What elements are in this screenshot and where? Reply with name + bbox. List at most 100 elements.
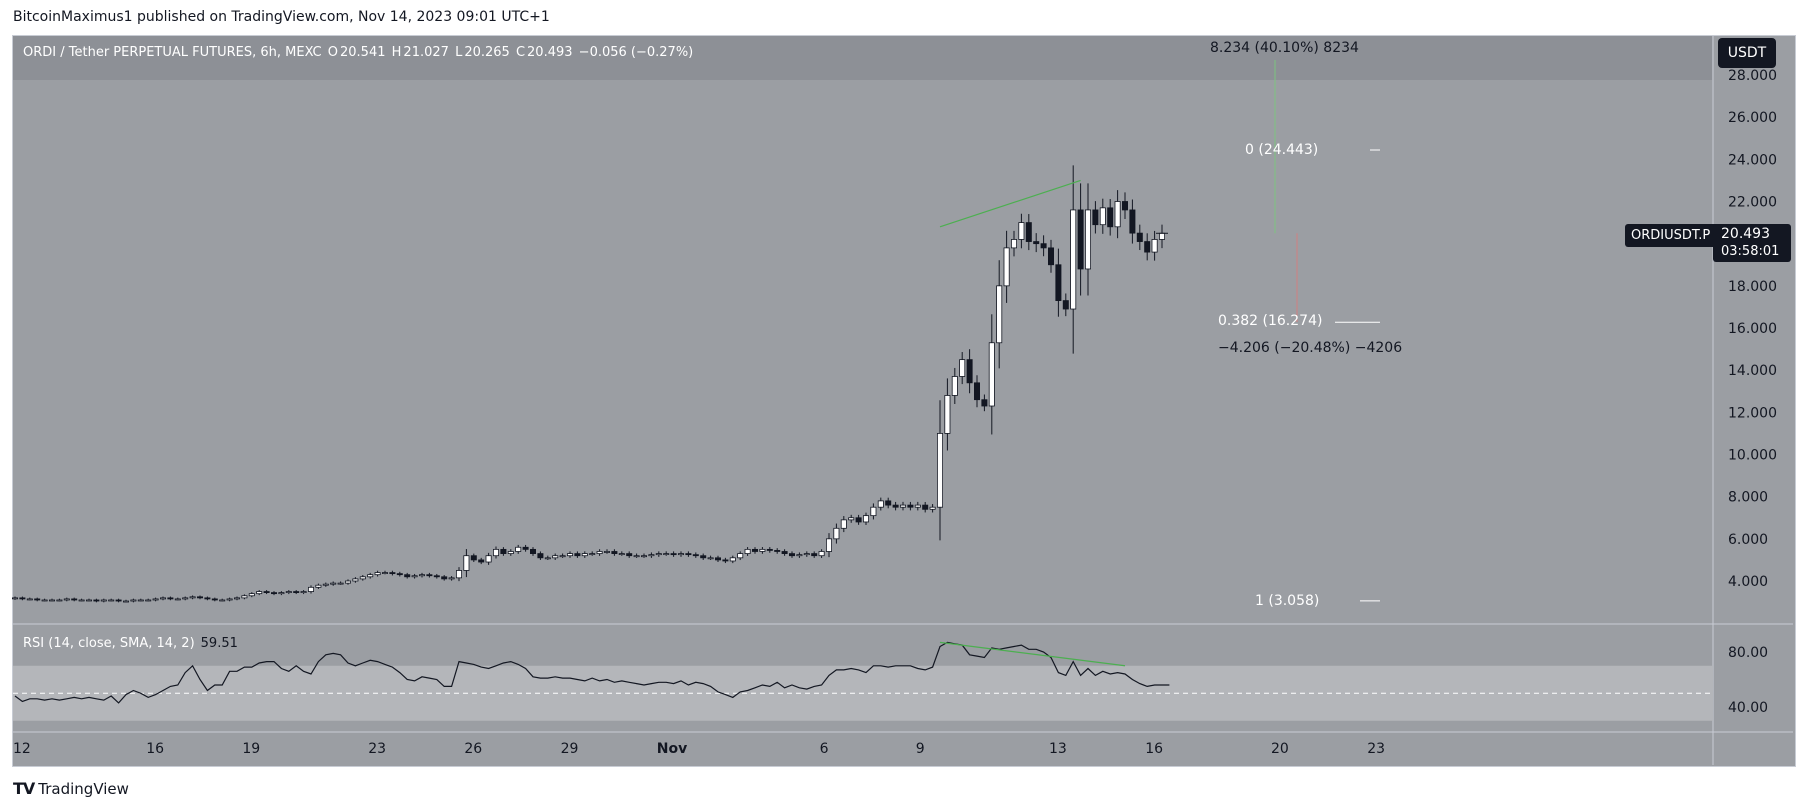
candle bbox=[885, 500, 892, 506]
time-tick-label: 16 bbox=[1145, 741, 1163, 757]
rsi-value: 59.51 bbox=[200, 636, 238, 651]
candle bbox=[1040, 243, 1047, 249]
candle bbox=[833, 527, 840, 540]
candle bbox=[1114, 201, 1121, 228]
low-label: L bbox=[455, 45, 463, 60]
candle bbox=[744, 548, 751, 554]
measure-down-label: −4.206 (−20.48%) −4206 bbox=[1218, 340, 1403, 356]
candle bbox=[19, 597, 26, 600]
candle bbox=[300, 591, 307, 593]
rsi-tick-label: 40.00 bbox=[1728, 700, 1768, 716]
time-tick-label: 12 bbox=[13, 741, 31, 757]
candle bbox=[411, 575, 418, 578]
candle bbox=[418, 574, 425, 577]
candle bbox=[803, 553, 810, 556]
candle bbox=[752, 548, 759, 552]
close-value: 20.493 bbox=[527, 45, 573, 60]
candle bbox=[692, 554, 699, 557]
candle bbox=[315, 584, 322, 588]
symbol-legend: ORDI / Tether PERPETUAL FUTURES, 6h, MEX… bbox=[23, 45, 695, 60]
candle bbox=[530, 548, 537, 554]
candle bbox=[1011, 239, 1018, 249]
candle bbox=[900, 504, 907, 508]
candle bbox=[1122, 201, 1129, 211]
candle bbox=[233, 597, 240, 600]
candle bbox=[196, 596, 203, 599]
candle bbox=[722, 559, 729, 562]
time-tick-label: 9 bbox=[916, 741, 925, 757]
time-tick-label: 29 bbox=[561, 741, 579, 757]
candle bbox=[1025, 222, 1032, 242]
candle bbox=[389, 572, 396, 575]
rsi-trendline bbox=[939, 641, 1126, 667]
candle bbox=[951, 376, 958, 396]
candle bbox=[337, 582, 344, 585]
quote-currency-button[interactable]: USDT bbox=[1718, 38, 1776, 68]
candle bbox=[1070, 209, 1077, 310]
candle bbox=[1107, 207, 1114, 228]
candle bbox=[1055, 264, 1062, 301]
candle bbox=[41, 599, 48, 602]
candle bbox=[515, 546, 522, 552]
candle bbox=[818, 551, 825, 557]
candle bbox=[63, 598, 70, 601]
candle bbox=[914, 504, 921, 508]
candle bbox=[715, 557, 722, 561]
candle bbox=[848, 517, 855, 521]
candle bbox=[707, 557, 714, 560]
candle bbox=[1092, 209, 1099, 226]
candle bbox=[152, 598, 159, 601]
price-tick-label: 22.000 bbox=[1728, 195, 1777, 211]
tradingview-logo[interactable]: TV TradingView bbox=[13, 779, 129, 798]
candle bbox=[322, 583, 329, 586]
candle bbox=[670, 553, 677, 556]
candle bbox=[1003, 247, 1010, 287]
fib-0-label: 0 (24.443) bbox=[1245, 142, 1319, 158]
time-tick-label: 26 bbox=[464, 741, 482, 757]
candle bbox=[626, 553, 633, 557]
candle bbox=[93, 599, 100, 602]
candle bbox=[648, 554, 655, 557]
candle bbox=[811, 553, 818, 557]
candle bbox=[344, 580, 351, 584]
price-tick-label: 6.000 bbox=[1728, 532, 1768, 548]
chart-frame bbox=[12, 35, 1796, 767]
candle bbox=[826, 538, 833, 552]
candle bbox=[552, 555, 559, 559]
candle bbox=[892, 504, 899, 508]
time-tick-label: 23 bbox=[1367, 741, 1385, 757]
candle bbox=[263, 591, 270, 593]
candle bbox=[293, 591, 300, 593]
candle bbox=[840, 519, 847, 529]
candle bbox=[248, 593, 255, 597]
candle bbox=[959, 359, 966, 377]
candle bbox=[56, 599, 63, 602]
candle bbox=[981, 399, 988, 407]
candle bbox=[929, 506, 936, 510]
price-tick-label: 18.000 bbox=[1728, 279, 1777, 295]
time-tick-label: 16 bbox=[146, 741, 164, 757]
candle bbox=[100, 599, 107, 602]
candle bbox=[937, 433, 944, 508]
candle bbox=[374, 572, 381, 576]
low-value: 20.265 bbox=[464, 45, 510, 60]
time-tick-label: 23 bbox=[368, 741, 386, 757]
candle bbox=[470, 555, 477, 561]
candle bbox=[922, 504, 929, 510]
candle bbox=[367, 574, 374, 578]
candle bbox=[1129, 209, 1136, 234]
change-value: −0.056 (−0.27%) bbox=[578, 45, 694, 60]
candle bbox=[130, 599, 137, 602]
candle bbox=[448, 577, 455, 580]
tradingview-mark-icon: TV bbox=[13, 779, 35, 798]
price-tick-label: 12.000 bbox=[1728, 405, 1777, 421]
candle bbox=[907, 504, 914, 508]
candle bbox=[774, 550, 781, 552]
time-tick-label: Nov bbox=[657, 741, 687, 757]
candle bbox=[485, 555, 492, 563]
candle bbox=[159, 597, 166, 600]
candle bbox=[219, 599, 226, 602]
price-tick-label: 10.000 bbox=[1728, 448, 1777, 464]
publish-line: BitcoinMaximus1 published on TradingView… bbox=[13, 9, 550, 25]
